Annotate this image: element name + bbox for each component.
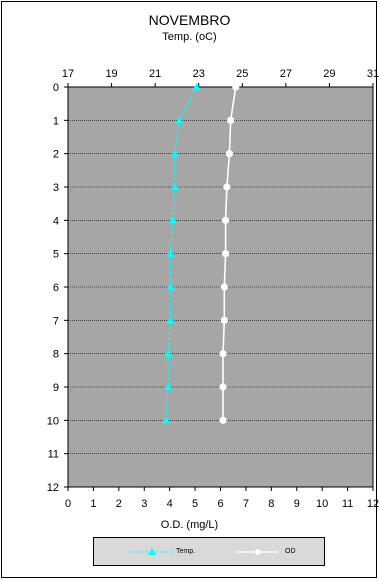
bottom-tick-label: 6 bbox=[217, 498, 223, 510]
top-tick-label: 19 bbox=[105, 68, 117, 80]
top-tick-label: 17 bbox=[62, 68, 74, 80]
temp-point bbox=[170, 149, 179, 157]
od-point bbox=[219, 350, 227, 358]
bottom-tick-label: 2 bbox=[116, 498, 122, 510]
od-point bbox=[232, 83, 240, 91]
legend-od-marker bbox=[255, 549, 261, 555]
y-tick-label: 4 bbox=[53, 215, 59, 227]
temp-point bbox=[166, 249, 175, 257]
top-tick-label: 21 bbox=[149, 68, 161, 80]
legend-symbols bbox=[130, 548, 279, 555]
y-tick-label: 12 bbox=[47, 482, 59, 494]
top-axis-label: Temp. (oC) bbox=[162, 31, 217, 43]
bottom-tick-label: 5 bbox=[192, 498, 198, 510]
bottom-tick-label: 0 bbox=[65, 498, 71, 510]
bottom-tick-label: 4 bbox=[167, 498, 173, 510]
temp-point bbox=[166, 283, 175, 291]
y-tick-label: 2 bbox=[53, 149, 59, 161]
y-tick-label: 6 bbox=[53, 282, 59, 294]
od-point bbox=[221, 216, 230, 224]
temp-point bbox=[166, 316, 175, 324]
legend-temp-marker bbox=[148, 548, 156, 555]
od-point bbox=[223, 183, 231, 191]
y-tick-label: 3 bbox=[53, 182, 59, 194]
bottom-tick-label: 12 bbox=[367, 498, 379, 510]
y-tick-label: 5 bbox=[53, 249, 59, 261]
y-tick-label: 0 bbox=[53, 82, 59, 94]
top-tick-label: 25 bbox=[236, 68, 248, 80]
chart-legend: Temp. OD bbox=[93, 537, 325, 566]
y-tick-label: 8 bbox=[53, 349, 59, 361]
temp-point bbox=[168, 216, 177, 224]
bottom-tick-label: 10 bbox=[316, 498, 328, 510]
legend-od-label: OD bbox=[285, 548, 296, 555]
top-tick-label: 31 bbox=[367, 68, 379, 80]
y-tick-label: 9 bbox=[53, 382, 59, 394]
od-point bbox=[220, 316, 228, 324]
bottom-tick-label: 3 bbox=[141, 498, 147, 510]
temp-point bbox=[170, 183, 179, 191]
bottom-tick-label: 9 bbox=[294, 498, 300, 510]
legend-temp-label: Temp. bbox=[176, 548, 196, 555]
od-point bbox=[220, 283, 228, 291]
temp-point bbox=[164, 349, 173, 357]
od-point bbox=[219, 416, 227, 424]
bottom-tick-label: 1 bbox=[90, 498, 96, 510]
y-tick-label: 11 bbox=[48, 449, 59, 461]
y-tick-label: 10 bbox=[47, 415, 59, 427]
y-tick-label: 1 bbox=[53, 115, 59, 127]
chart-title: NOVEMBRO bbox=[148, 12, 231, 28]
od-point bbox=[227, 116, 235, 124]
y-tick-label: 7 bbox=[53, 315, 59, 327]
temp-point bbox=[175, 116, 184, 124]
temp-point bbox=[164, 383, 173, 391]
od-point bbox=[219, 383, 227, 391]
top-tick-label: 29 bbox=[323, 68, 335, 80]
od-point bbox=[225, 150, 233, 158]
bottom-tick-label: 7 bbox=[243, 498, 249, 510]
bottom-tick-label: 11 bbox=[342, 498, 353, 510]
bottom-axis-label: O.D. (mg/L) bbox=[160, 519, 219, 531]
top-tick-label: 27 bbox=[280, 68, 292, 80]
top-tick-label: 23 bbox=[193, 68, 205, 80]
temp-point bbox=[192, 83, 201, 91]
bottom-tick-label: 8 bbox=[268, 498, 274, 510]
temp-point bbox=[162, 416, 171, 424]
od-point bbox=[221, 250, 230, 258]
